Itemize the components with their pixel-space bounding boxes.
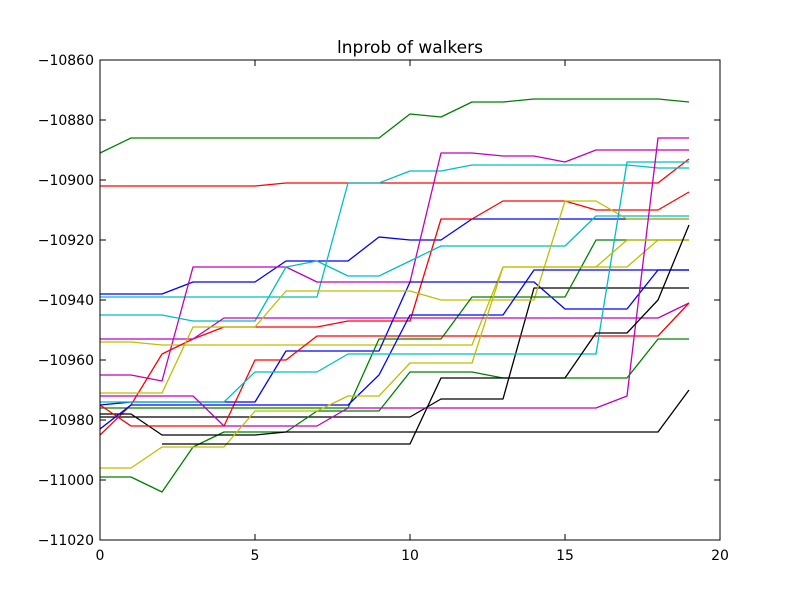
walker-line-2	[100, 158, 690, 187]
y-tick-label: −10920	[38, 233, 94, 249]
walker-line-11	[100, 215, 689, 322]
axis-layer: 0 5 10 15 20 −11020 −11000 −10980 −10960 −10940 −1…	[38, 53, 729, 564]
y-tick-label: −10900	[38, 173, 94, 189]
x-tick-label: 15	[556, 548, 574, 564]
walker-line-18	[100, 161, 689, 403]
walker-line-3	[100, 218, 689, 295]
series-layer	[100, 98, 690, 493]
x-tick-label: 20	[711, 548, 729, 564]
x-tick-label: 5	[251, 548, 260, 564]
walker-line-20	[100, 239, 689, 469]
walker-line-7	[100, 287, 689, 418]
y-tick-label: −10940	[38, 293, 94, 309]
y-tick-label: −10960	[38, 353, 94, 369]
walker-line-15	[100, 239, 689, 409]
chart-title: lnprob of walkers	[337, 38, 483, 58]
walker-line-1	[100, 98, 690, 154]
walker-line-17	[100, 269, 689, 430]
walker-line-4	[100, 164, 689, 298]
walker-line-12	[100, 302, 690, 340]
walker-line-5	[100, 149, 689, 382]
y-tick-label: −11020	[38, 533, 94, 549]
y-tick-label: −10980	[38, 413, 94, 429]
y-tick-label: −10860	[38, 53, 94, 69]
walker-line-13	[100, 200, 689, 394]
walker-line-9	[100, 191, 690, 436]
walker-line-14	[100, 389, 690, 436]
walker-line-16	[100, 302, 690, 427]
walker-line-21	[162, 224, 690, 445]
x-tick-label: 10	[401, 548, 419, 564]
x-tick-label: 0	[96, 548, 105, 564]
y-tick-label: −11000	[38, 473, 94, 489]
y-tick-label: −10880	[38, 113, 94, 129]
walker-line-19	[100, 137, 689, 427]
